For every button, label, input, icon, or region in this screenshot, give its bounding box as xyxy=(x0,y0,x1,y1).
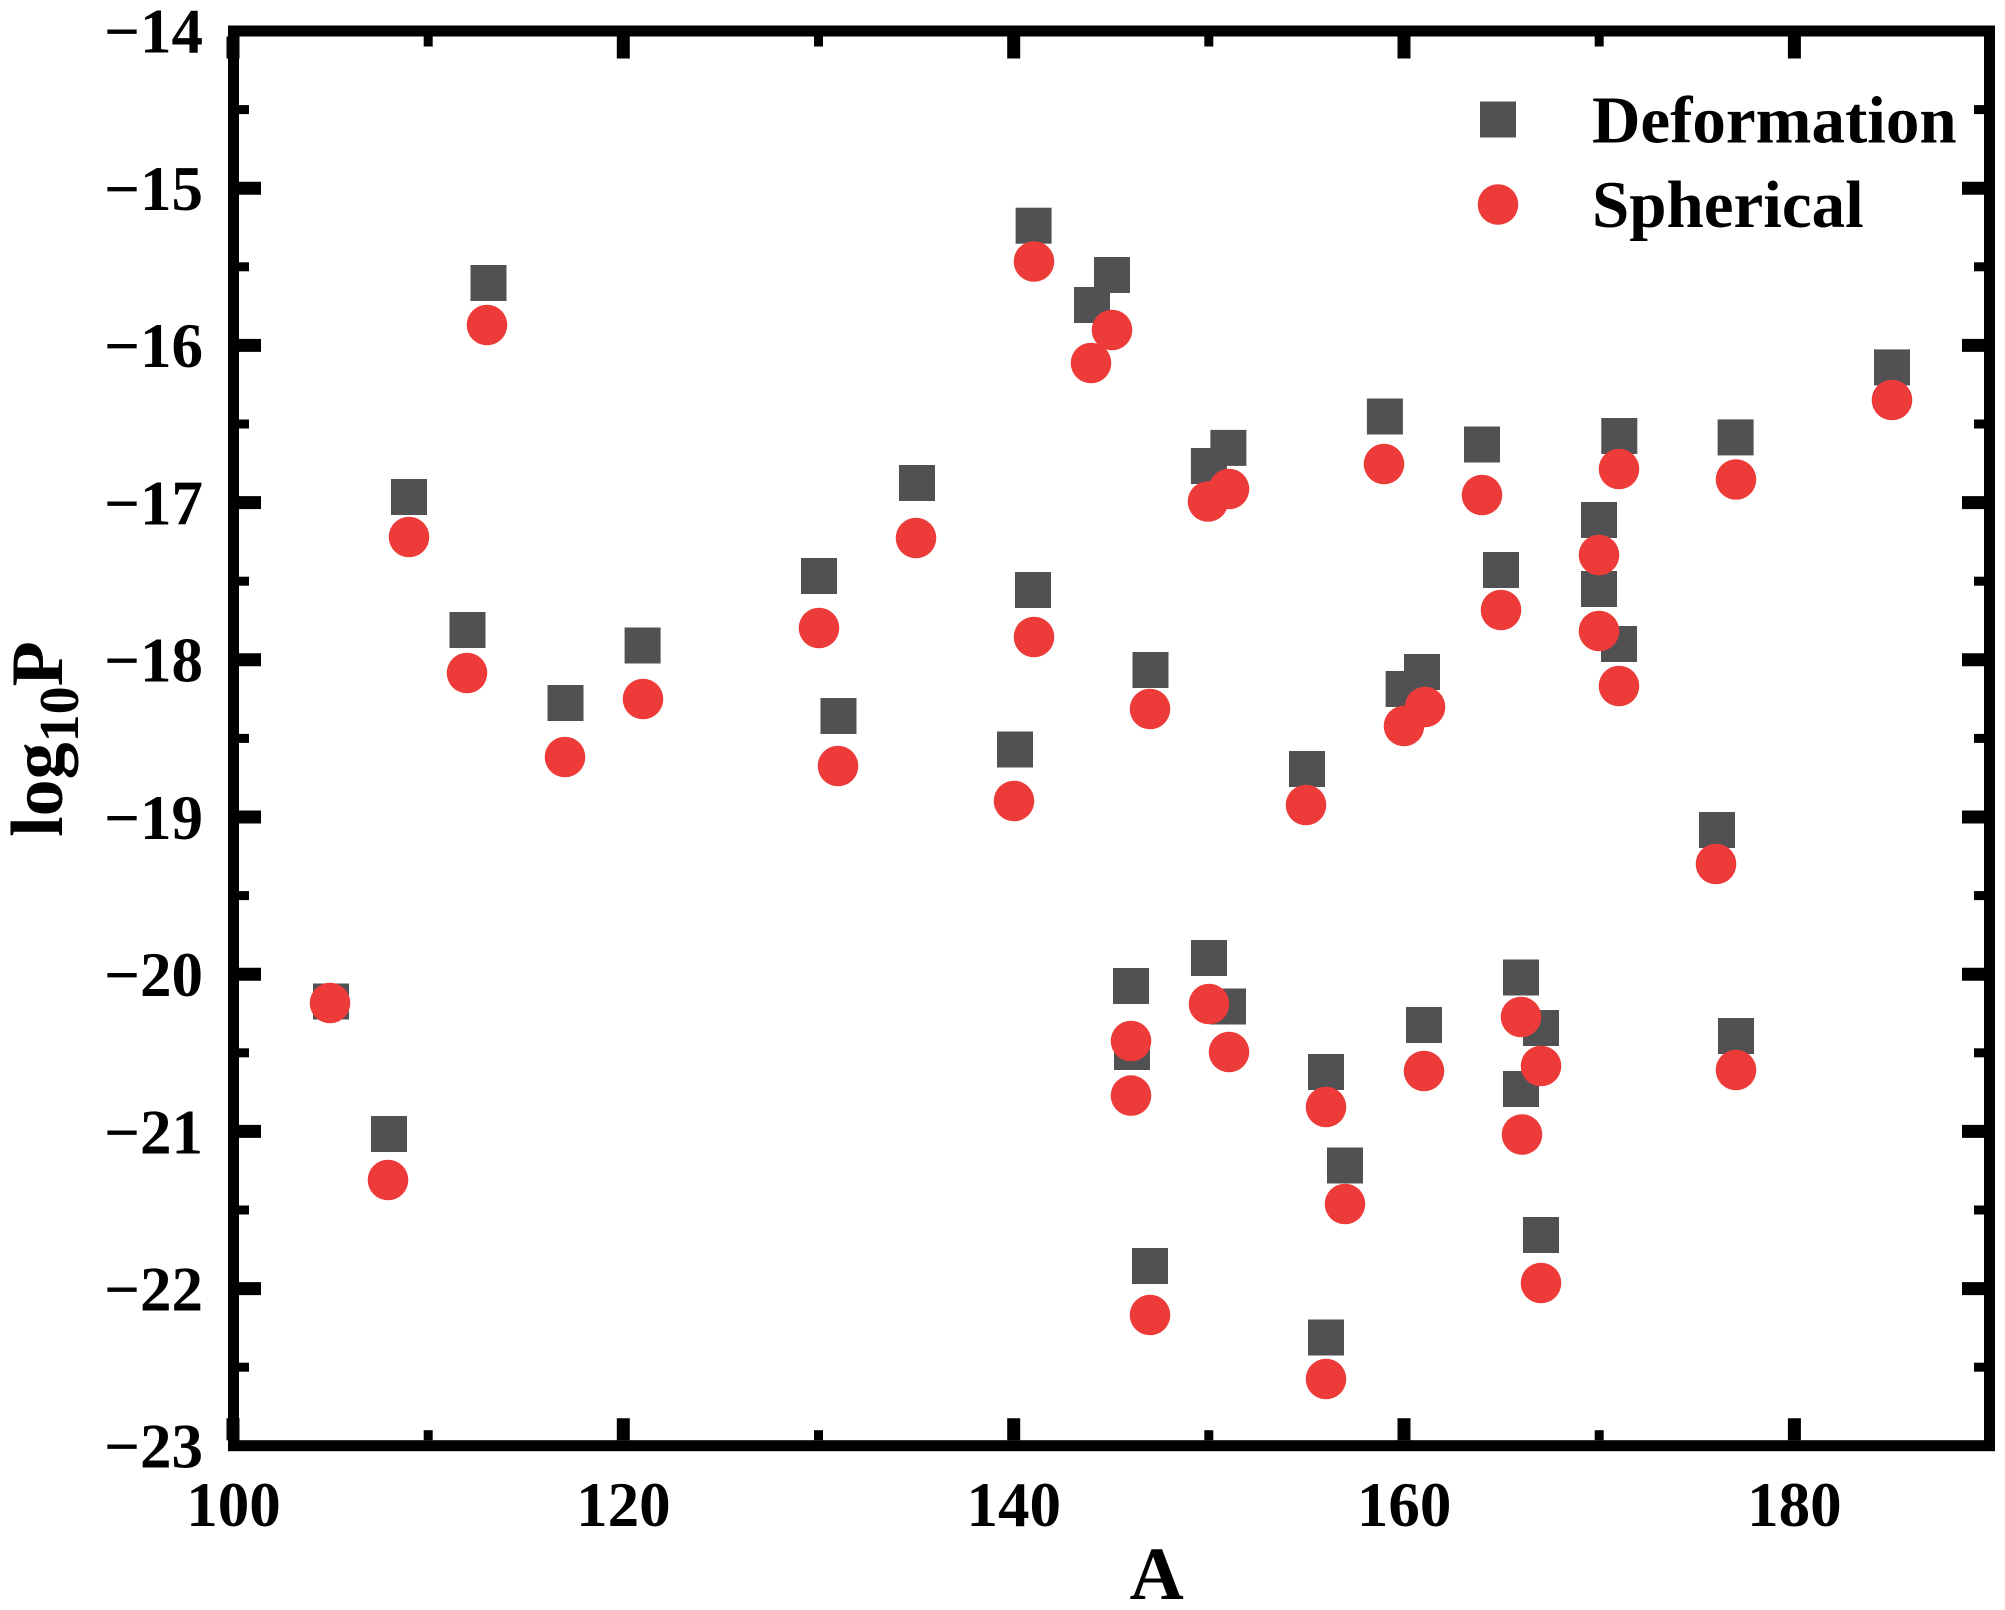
svg-text:−14: −14 xyxy=(104,0,203,67)
svg-text:Spherical: Spherical xyxy=(1592,168,1864,242)
svg-text:140: 140 xyxy=(966,1470,1061,1540)
svg-text:100: 100 xyxy=(186,1470,281,1540)
svg-text:−19: −19 xyxy=(104,783,203,853)
svg-text:A: A xyxy=(1130,1533,1184,1605)
svg-text:Deformation: Deformation xyxy=(1592,84,1957,158)
svg-text:−17: −17 xyxy=(104,468,203,538)
svg-text:120: 120 xyxy=(576,1470,671,1540)
svg-text:−15: −15 xyxy=(104,154,203,224)
svg-text:−16: −16 xyxy=(104,311,203,381)
svg-text:−18: −18 xyxy=(104,626,203,696)
svg-text:180: 180 xyxy=(1747,1470,1842,1540)
svg-text:−22: −22 xyxy=(104,1255,203,1325)
svg-text:−21: −21 xyxy=(104,1097,203,1167)
svg-text:160: 160 xyxy=(1357,1470,1452,1540)
svg-text:−23: −23 xyxy=(104,1411,203,1481)
svg-text:−20: −20 xyxy=(104,940,203,1010)
